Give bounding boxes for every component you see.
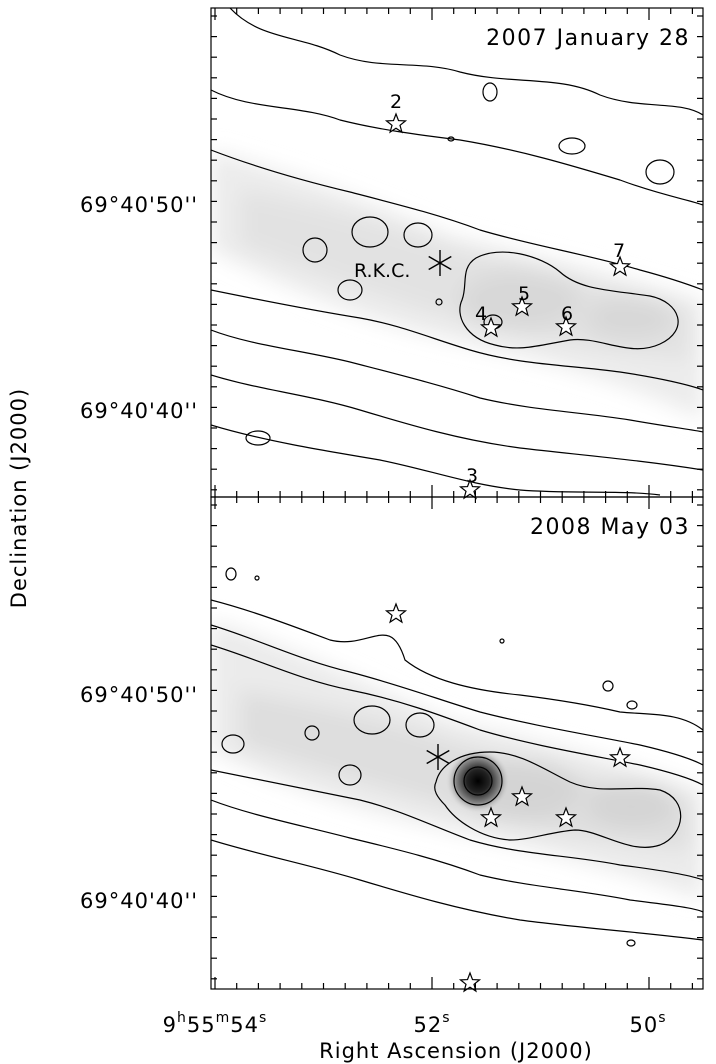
source-label-6: 6 — [561, 303, 573, 325]
contour-line — [447, 136, 455, 142]
contour-line — [645, 159, 675, 185]
panel-title-top: 2007 January 28 — [486, 26, 690, 51]
contour-line — [459, 251, 679, 350]
contour-line — [338, 764, 362, 786]
source-label-2: 2 — [390, 91, 402, 113]
source-star-4 — [479, 316, 503, 338]
emission-top — [211, 150, 703, 420]
contour-line — [304, 725, 320, 741]
contour-line — [211, 799, 703, 913]
source-label-7: 7 — [613, 240, 625, 262]
source-star-5 — [510, 785, 534, 807]
y-tick-label: 69°40'40'' — [80, 399, 198, 423]
y-tick-label: 69°40'40'' — [80, 889, 198, 913]
contour-line — [211, 839, 703, 941]
source-star-7 — [608, 255, 632, 277]
source-label-5: 5 — [518, 283, 530, 305]
x-axis-title: Right Ascension (J2000) — [319, 1039, 593, 1063]
contour-line — [211, 769, 703, 881]
y-tick-label: 69°40'50'' — [80, 683, 198, 707]
contour-line — [211, 374, 703, 471]
panel-bottom — [211, 567, 703, 947]
contour-line — [254, 575, 260, 581]
contour-line — [499, 638, 505, 644]
contour-line — [245, 430, 271, 446]
y-tick-label: 69°40'50'' — [80, 193, 198, 217]
source-asterisk-rkc — [428, 250, 452, 276]
bright-point-source — [446, 749, 510, 813]
contour-line — [463, 766, 493, 796]
contour-line — [626, 939, 636, 947]
source-star-6 — [554, 315, 578, 337]
contour-line — [211, 149, 703, 291]
source-star-4 — [479, 806, 503, 828]
x-tick-label: 9h55m54s — [163, 1010, 268, 1037]
contour-line — [482, 82, 498, 102]
axis-ticks — [211, 8, 703, 989]
source-markers: 2 R.K.C. 4 5 6 7 3 — [354, 91, 632, 993]
contour-line — [302, 237, 328, 263]
contour-line — [225, 567, 237, 581]
contour-line — [211, 599, 703, 731]
contour-line — [211, 424, 661, 496]
source-asterisk-rkc — [426, 744, 450, 770]
contours-top — [211, 8, 703, 496]
panel-bottom-frame — [210, 496, 704, 990]
y-axis-title: Declination (J2000) — [7, 388, 31, 608]
source-star-7 — [608, 746, 632, 768]
source-star-5 — [510, 295, 534, 317]
contour-line — [211, 624, 703, 766]
contour-line — [211, 644, 703, 786]
source-star-3 — [458, 971, 482, 993]
contour-line — [229, 8, 703, 116]
source-star-2 — [384, 112, 408, 134]
x-tick-label: 50s — [629, 1010, 666, 1037]
contours-bottom — [211, 567, 703, 947]
contour-line — [211, 89, 703, 206]
source-star-3 — [458, 478, 482, 500]
contour-line — [453, 756, 503, 806]
contour-line — [403, 222, 433, 248]
contour-line — [558, 137, 586, 155]
contour-line — [351, 216, 389, 248]
contour-line — [434, 751, 682, 848]
contour-line — [211, 289, 703, 391]
source-star-2 — [384, 602, 408, 624]
contour-line — [221, 734, 245, 754]
source-label-3: 3 — [466, 465, 478, 487]
panel-top — [211, 8, 703, 496]
source-label-4: 4 — [475, 303, 487, 325]
panel-title-bottom: 2008 May 03 — [530, 515, 690, 540]
source-label-RKC: R.K.C. — [354, 260, 410, 282]
contour-line — [435, 298, 443, 306]
contour-line — [337, 279, 363, 301]
contour-line — [405, 712, 435, 738]
contour-line — [211, 329, 703, 433]
contour-line — [602, 680, 614, 692]
source-star-6 — [554, 806, 578, 828]
contour-line — [626, 700, 638, 710]
contour-line — [353, 705, 391, 735]
x-tick-label: 52s — [413, 1010, 450, 1037]
